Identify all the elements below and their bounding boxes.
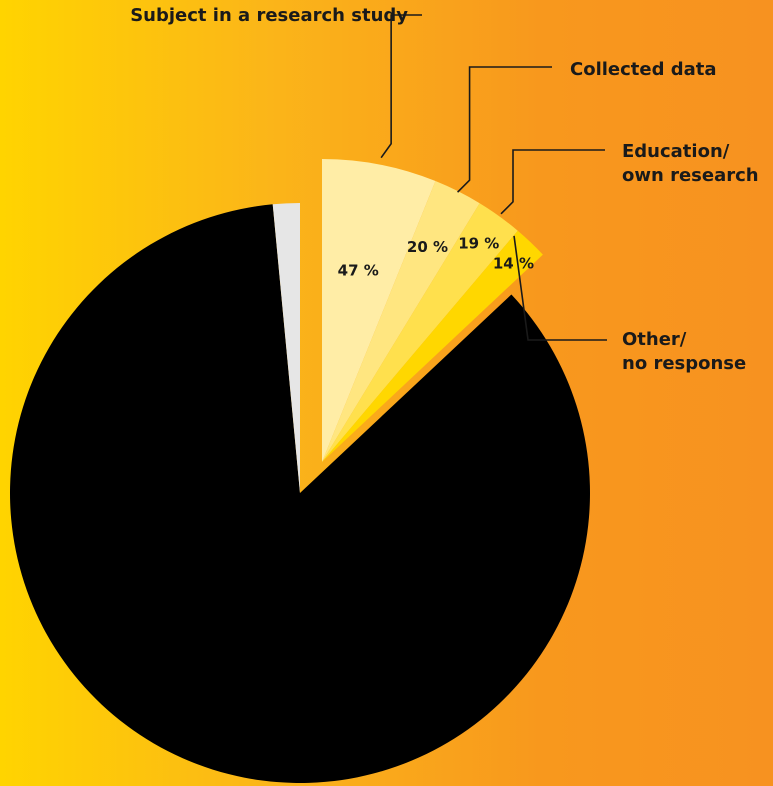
value-label-3: 19 % (458, 235, 499, 253)
pie-slice-2 (272, 203, 300, 493)
leader-line-3 (500, 149, 605, 215)
category-label-3: Education/own research (622, 141, 759, 186)
exploded-slice-1 (322, 159, 436, 462)
leader-lines (380, 14, 607, 341)
exploded-slice-2 (322, 181, 480, 463)
labels: Subject in a research study 47 % Collected… (130, 5, 758, 374)
leader-line-1 (380, 14, 422, 159)
value-label-4: 14 % (493, 254, 534, 272)
pie-slice-1 (9, 204, 590, 784)
category-label-4: Other/no response (622, 329, 746, 374)
category-label-2: Collected data (570, 59, 717, 80)
exploded-slices (322, 159, 543, 463)
leader-line-4 (513, 235, 607, 341)
exploded-slice-3 (322, 203, 518, 463)
category-label-1: Subject in a research study (130, 5, 408, 26)
leader-line-2 (457, 66, 552, 193)
value-label-1: 47 % (338, 261, 379, 279)
exploded-slice-4 (322, 230, 543, 462)
value-label-2: 20 % (407, 238, 448, 256)
main-slices (9, 203, 590, 784)
